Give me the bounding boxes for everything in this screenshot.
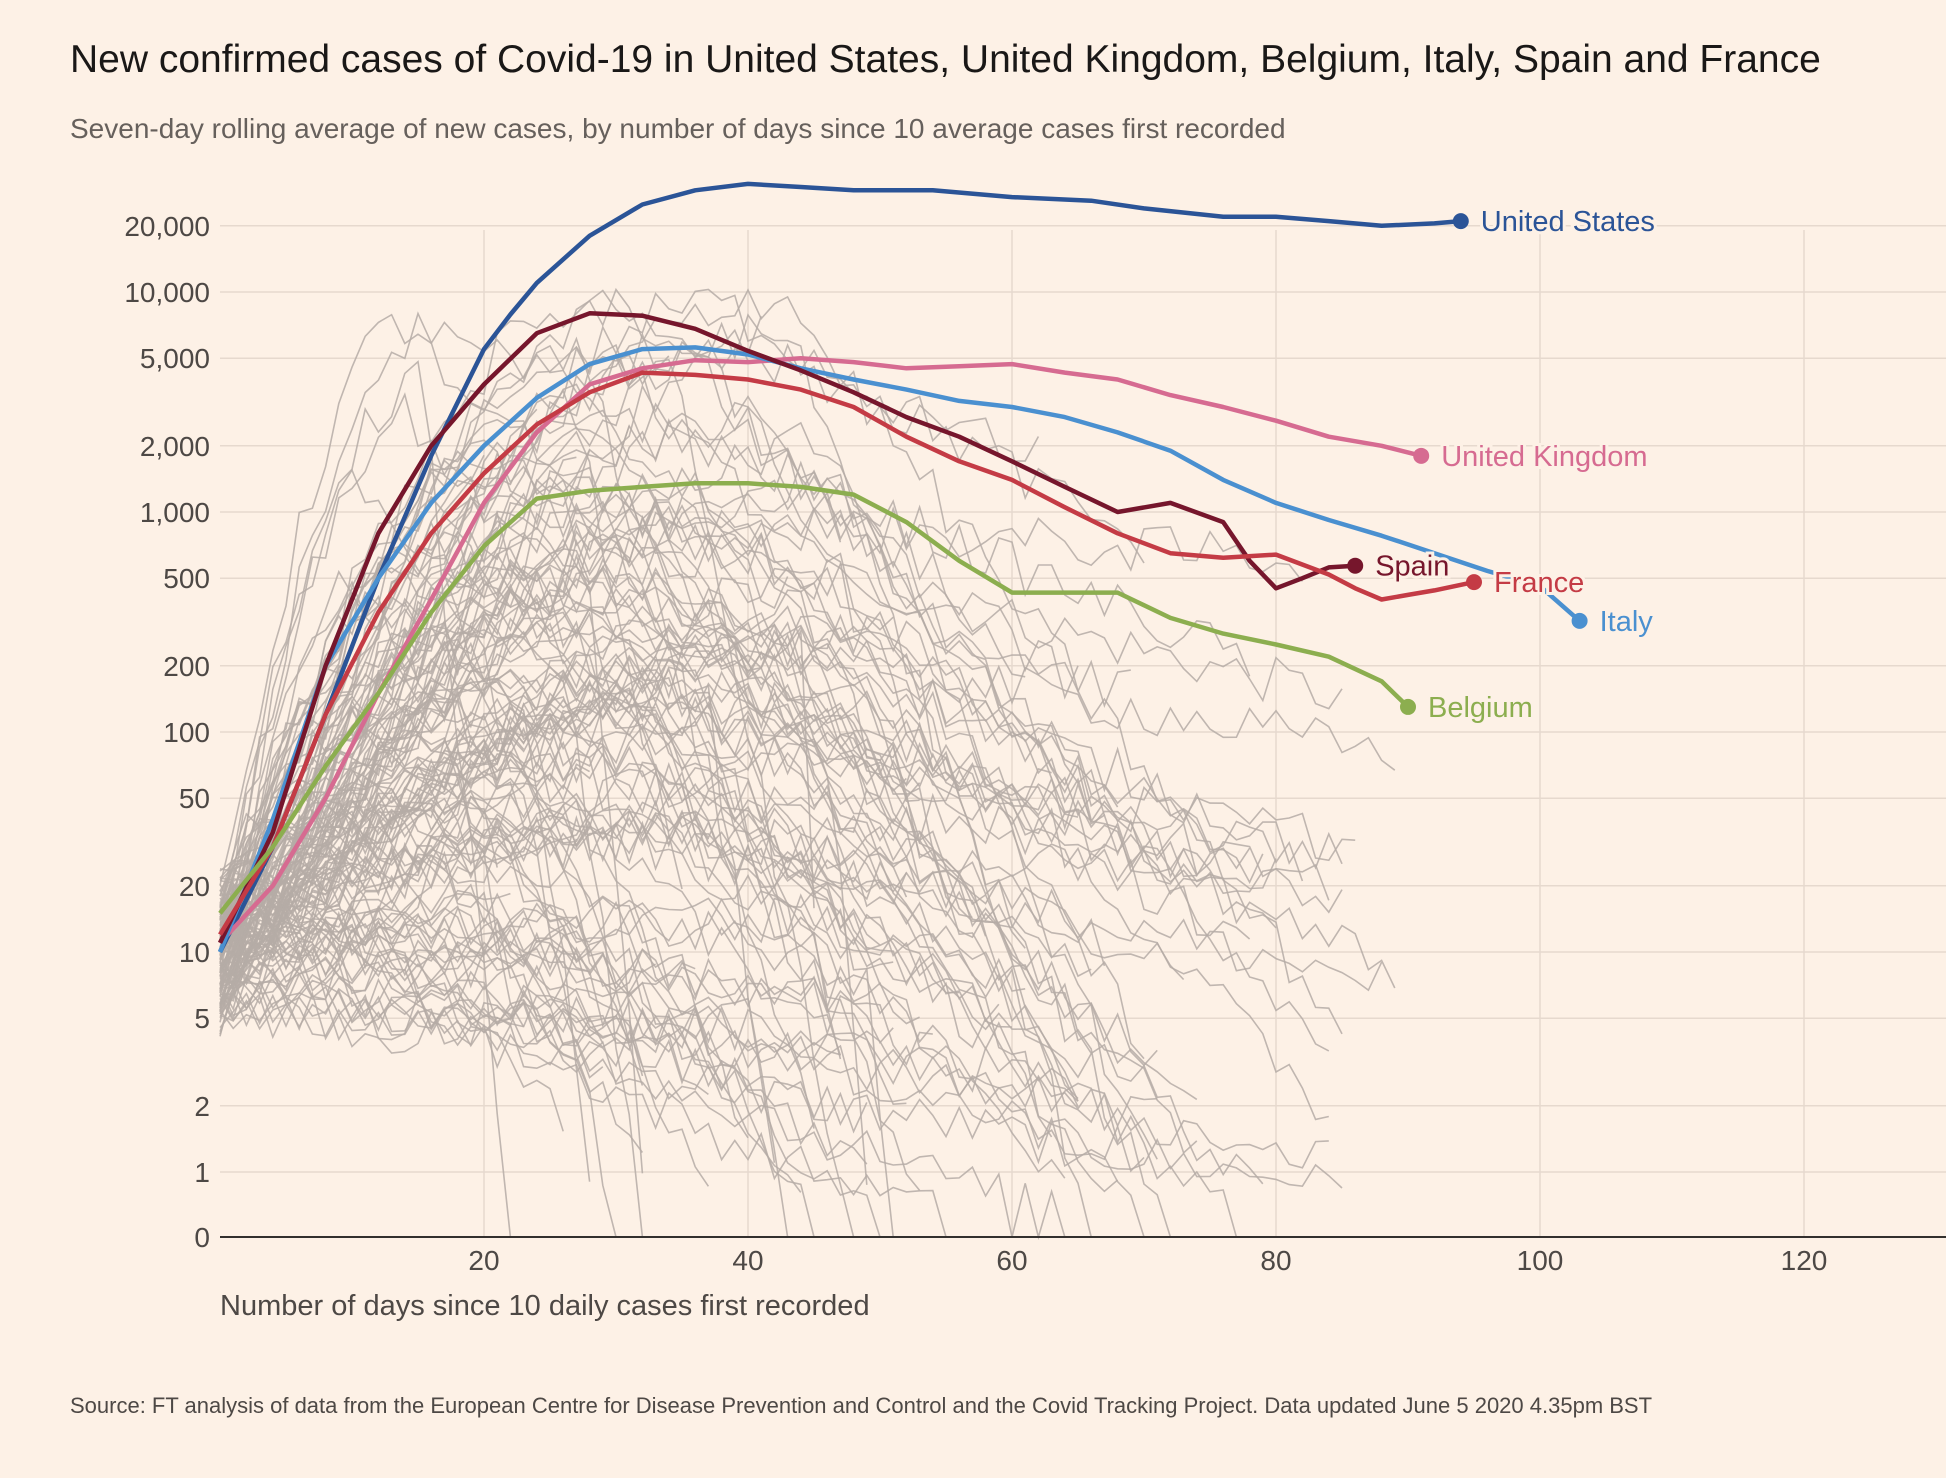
background-country-line xyxy=(219,627,1277,935)
background-country-line xyxy=(219,738,868,1185)
series-line xyxy=(217,311,1356,944)
series-line xyxy=(218,370,1475,936)
x-tick-label: 40 xyxy=(732,1245,763,1276)
series-label: Belgium xyxy=(1428,692,1533,724)
y-tick-label: 500 xyxy=(163,563,210,594)
background-country-line xyxy=(219,676,1053,1138)
background-country-line xyxy=(219,479,1329,1121)
series-label: United Kingdom xyxy=(1441,441,1647,473)
y-tick-label: 10 xyxy=(179,937,210,968)
background-country-line xyxy=(219,794,709,1096)
y-tick-label: 200 xyxy=(163,651,210,682)
y-tick-label: 10,000 xyxy=(124,277,210,308)
x-tick-label: 100 xyxy=(1517,1245,1564,1276)
background-country-line xyxy=(219,906,894,1238)
series-line xyxy=(218,481,1410,915)
background-country-line xyxy=(219,315,762,934)
background-country-line xyxy=(219,526,498,909)
y-tick-label: 0 xyxy=(194,1222,210,1253)
background-country-line xyxy=(219,809,1383,1008)
background-country-line xyxy=(219,507,1092,912)
background-country-line xyxy=(219,668,1343,914)
background-country-line xyxy=(219,563,1343,977)
x-tick-label: 120 xyxy=(1781,1245,1828,1276)
axes: 0 1 2 5 10 20 50 100 200 500 1,000 2,000 5,000 10,000… xyxy=(124,211,1946,1276)
background-country-line xyxy=(219,910,657,974)
background-country-line xyxy=(219,723,1092,1079)
y-tick-label: 1 xyxy=(194,1157,210,1188)
background-country-line xyxy=(219,343,1330,1052)
background-country-line xyxy=(219,996,710,1187)
series-labels: United States United Kingdom Italy Spain Fra… xyxy=(1347,203,1658,727)
background-country-line xyxy=(219,526,1119,1193)
series-end-marker xyxy=(1347,557,1364,574)
background-country-line xyxy=(219,896,920,1025)
x-axis-label: Number of days since 10 daily cases firs… xyxy=(220,1290,870,1322)
background-country-line xyxy=(219,622,644,1086)
series-line xyxy=(217,345,1582,953)
background-country-line xyxy=(219,825,696,989)
series-end-marker xyxy=(1571,612,1588,629)
background-country-line xyxy=(219,625,881,985)
background-country-line xyxy=(219,879,485,983)
series-end-marker xyxy=(1466,574,1482,591)
y-tick-label: 1,000 xyxy=(140,497,210,528)
background-country-line xyxy=(219,392,907,1106)
series-line xyxy=(217,181,1461,954)
y-tick-label: 20,000 xyxy=(124,211,210,242)
series-label: Spain xyxy=(1375,551,1449,583)
series-end-marker xyxy=(1400,698,1416,715)
y-tick-label: 20 xyxy=(179,871,210,902)
background-country-line xyxy=(219,313,1251,886)
series-end-marker xyxy=(1413,447,1430,464)
background-country-line xyxy=(219,601,1066,1179)
background-country-line xyxy=(219,916,1131,1241)
y-tick-label: 100 xyxy=(163,717,210,748)
background-country-line xyxy=(219,911,1145,1173)
background-country-line xyxy=(219,288,1145,961)
background-country-line xyxy=(219,769,1198,1101)
series-label: France xyxy=(1494,567,1584,599)
background-country-line xyxy=(219,978,1343,1189)
x-tick-label: 20 xyxy=(468,1245,499,1276)
background-country-line xyxy=(219,360,512,1238)
background-country-line xyxy=(219,340,1119,879)
series-end-marker xyxy=(1452,213,1469,230)
x-tick-label: 80 xyxy=(1260,1245,1291,1276)
background-country-line xyxy=(219,747,1171,1238)
background-country-line xyxy=(219,514,907,916)
background-country-line xyxy=(219,451,1131,937)
background-country-line xyxy=(219,439,920,1011)
background-country-line xyxy=(219,547,1396,989)
highlighted-series xyxy=(217,181,1582,954)
y-tick-label: 50 xyxy=(179,783,210,814)
y-tick-label: 5 xyxy=(194,1003,210,1034)
series-label: Italy xyxy=(1600,606,1654,638)
background-country-lines xyxy=(219,287,1396,1241)
background-country-line xyxy=(219,640,1251,1012)
background-country-line xyxy=(219,988,604,1045)
background-country-line xyxy=(219,627,1052,1032)
series-line xyxy=(218,355,1422,945)
background-country-line xyxy=(219,889,644,1153)
grid-lines xyxy=(220,225,1946,1237)
background-country-line xyxy=(219,701,1304,932)
background-country-line xyxy=(219,619,1013,1028)
background-country-line xyxy=(219,569,802,1193)
y-tick-label: 2,000 xyxy=(140,431,210,462)
y-tick-label: 5,000 xyxy=(140,343,210,374)
x-tick-label: 60 xyxy=(996,1245,1027,1276)
source-note: Source: FT analysis of data from the Eur… xyxy=(70,1393,1653,1418)
background-country-line xyxy=(219,928,749,1139)
background-country-line xyxy=(219,949,933,1066)
background-country-line xyxy=(219,935,868,1165)
chart-title: New confirmed cases of Covid-19 in Unite… xyxy=(70,38,1821,81)
chart-subtitle: Seven-day rolling average of new cases, … xyxy=(70,113,1286,144)
y-tick-label: 2 xyxy=(194,1091,210,1122)
background-country-line xyxy=(219,907,1329,1169)
series-label: United States xyxy=(1481,206,1655,238)
background-country-line xyxy=(219,967,1158,1128)
